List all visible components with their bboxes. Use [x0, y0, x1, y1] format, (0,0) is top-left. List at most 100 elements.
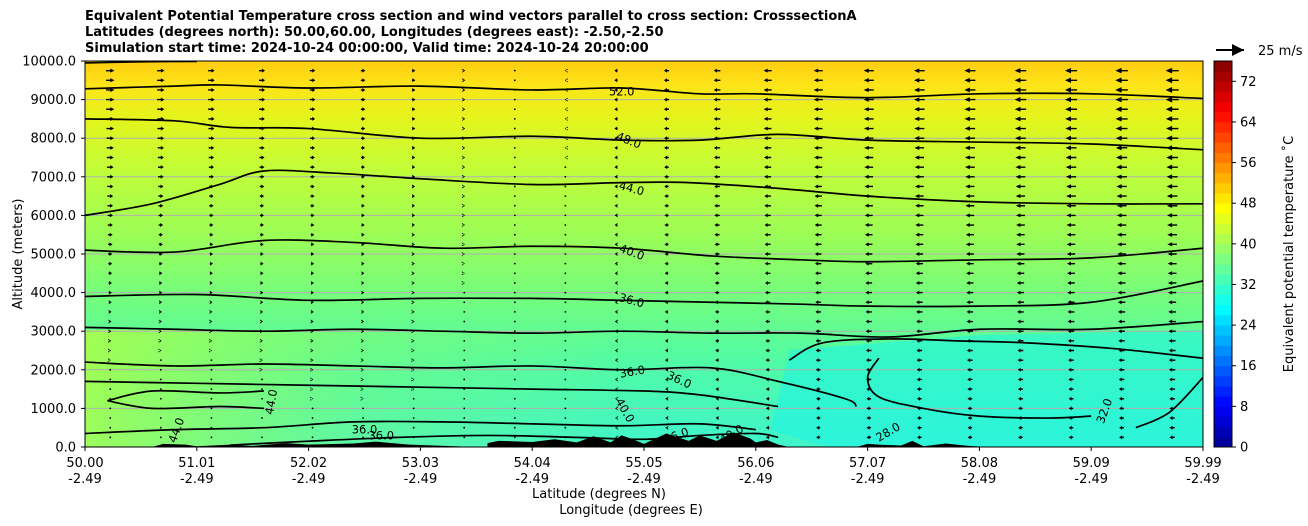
- wind-vector: [614, 213, 618, 218]
- wind-vector: [159, 300, 163, 305]
- wind-vector: [311, 407, 314, 410]
- wind-vector: [967, 348, 973, 353]
- wind-vector: [615, 377, 619, 382]
- wind-vector: [159, 388, 162, 390]
- wind-vector: [1068, 377, 1074, 382]
- wind-vector: [865, 348, 872, 353]
- wind-vector: [714, 271, 720, 276]
- colorbar-band: [1214, 203, 1232, 214]
- wind-vector: [1117, 300, 1126, 305]
- wind-vector: [310, 261, 315, 266]
- wind-vector: [1068, 406, 1074, 411]
- wind-vector: [1115, 125, 1128, 132]
- colorbar-band: [1214, 111, 1232, 123]
- x-tick-label-lat: 59.99: [1184, 456, 1221, 471]
- wind-vector: [157, 107, 165, 112]
- wind-vector: [109, 417, 112, 419]
- wind-vector: [564, 233, 567, 236]
- wind-vector: [865, 242, 873, 247]
- wind-vector: [361, 165, 365, 170]
- wind-vector: [259, 145, 265, 150]
- wind-vector: [614, 290, 618, 295]
- wind-vector: [865, 290, 873, 295]
- y-axis-label: Altitude (meters): [11, 199, 26, 310]
- wind-vector: [765, 387, 770, 392]
- wind-vector: [157, 68, 165, 73]
- wind-vector: [864, 165, 874, 170]
- wind-vector: [361, 223, 365, 228]
- x-tick-label-lon: -2.49: [627, 472, 661, 487]
- colorbar-band: [1214, 325, 1232, 336]
- wind-vector: [615, 425, 619, 430]
- wind-vector: [916, 358, 923, 363]
- wind-vector: [310, 213, 315, 218]
- wind-vector: [1064, 96, 1078, 103]
- wind-vector: [815, 329, 821, 334]
- wind-vector: [614, 78, 618, 83]
- wind-vector: [917, 435, 922, 440]
- wind-vector: [714, 174, 720, 179]
- wind-vector: [310, 194, 315, 199]
- wind-vector: [1118, 387, 1125, 392]
- wind-vector: [513, 195, 516, 198]
- wind-vector: [361, 203, 365, 208]
- wind-vector: [863, 78, 874, 83]
- wind-vector: [462, 194, 466, 199]
- wind-vector: [108, 329, 112, 334]
- wind-vector: [209, 242, 214, 247]
- wind-vector: [310, 319, 314, 324]
- wind-vector: [967, 387, 973, 392]
- wind-vector: [360, 87, 366, 92]
- wind-vector: [1066, 184, 1076, 189]
- wind-vector: [965, 184, 975, 189]
- x-tick-label-lon: -2.49: [404, 472, 438, 487]
- wind-vector: [309, 107, 316, 112]
- colorbar-band: [1214, 61, 1232, 72]
- wind-vector: [412, 426, 415, 429]
- wind-vector: [1067, 290, 1075, 295]
- wind-vector: [813, 68, 823, 73]
- wind-vector: [208, 116, 215, 121]
- wind-vector: [564, 243, 567, 246]
- wind-vector: [764, 203, 771, 208]
- wind-vector: [361, 232, 365, 237]
- wind-vector: [513, 311, 516, 313]
- wind-vector: [311, 426, 314, 429]
- wind-vector: [713, 126, 721, 131]
- wind-vector: [614, 155, 618, 160]
- wind-vector: [916, 387, 922, 392]
- wind-vector: [360, 367, 364, 372]
- cold-pool-region: [770, 330, 1203, 447]
- wind-vector: [513, 378, 516, 381]
- wind-vector: [109, 378, 112, 381]
- colorbar: [1213, 60, 1233, 448]
- wind-vector: [816, 425, 821, 430]
- wind-vector: [914, 97, 925, 102]
- wind-vector: [311, 271, 315, 276]
- wind-vector: [1118, 338, 1125, 343]
- x-tick-label-lat: 56.06: [737, 456, 774, 471]
- wind-vector: [1014, 106, 1027, 112]
- wind-vector: [564, 107, 568, 112]
- wind-vector: [513, 359, 516, 362]
- wind-vector: [210, 359, 213, 362]
- wind-vector: [863, 116, 874, 122]
- wind-vector: [310, 203, 315, 208]
- wind-vector: [1165, 125, 1179, 132]
- wind-vector: [1167, 280, 1177, 285]
- wind-vector: [964, 116, 976, 122]
- wind-vector: [715, 416, 719, 421]
- wind-vector: [1014, 87, 1027, 93]
- wind-vector: [209, 252, 214, 256]
- wind-vector: [1017, 319, 1024, 324]
- colorbar-tick-label: 40: [1240, 237, 1257, 252]
- wind-vector: [914, 116, 925, 122]
- contour-line-48: [85, 118, 1203, 151]
- colorbar-tick-label: 72: [1240, 75, 1257, 90]
- x-tick-label-lat: 51.01: [178, 456, 215, 471]
- wind-vector: [564, 214, 567, 217]
- wind-vector: [310, 223, 315, 228]
- wind-vector: [158, 213, 164, 218]
- wind-vector: [1117, 242, 1127, 247]
